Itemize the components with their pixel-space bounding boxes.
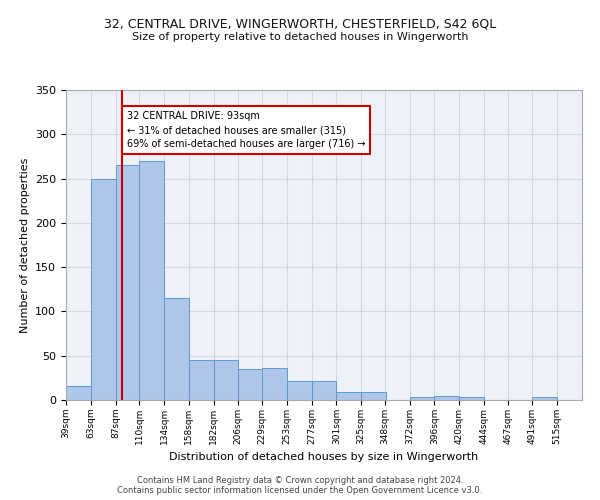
- Text: Size of property relative to detached houses in Wingerworth: Size of property relative to detached ho…: [132, 32, 468, 42]
- Bar: [116, 166, 140, 400]
- Bar: [238, 369, 263, 400]
- Bar: [287, 380, 311, 400]
- Bar: [214, 360, 238, 400]
- Text: Contains public sector information licensed under the Open Government Licence v3: Contains public sector information licen…: [118, 486, 482, 495]
- Text: 32, CENTRAL DRIVE, WINGERWORTH, CHESTERFIELD, S42 6QL: 32, CENTRAL DRIVE, WINGERWORTH, CHESTERF…: [104, 18, 496, 30]
- Bar: [262, 368, 287, 400]
- Bar: [410, 398, 434, 400]
- Bar: [91, 180, 116, 400]
- Bar: [164, 298, 189, 400]
- Bar: [311, 380, 337, 400]
- Bar: [337, 392, 361, 400]
- X-axis label: Distribution of detached houses by size in Wingerworth: Distribution of detached houses by size …: [169, 452, 479, 462]
- Bar: [361, 392, 386, 400]
- Bar: [139, 161, 164, 400]
- Bar: [189, 360, 214, 400]
- Bar: [434, 396, 459, 400]
- Bar: [532, 398, 557, 400]
- Bar: [66, 386, 91, 400]
- Text: Contains HM Land Registry data © Crown copyright and database right 2024.: Contains HM Land Registry data © Crown c…: [137, 476, 463, 485]
- Bar: [459, 398, 484, 400]
- Y-axis label: Number of detached properties: Number of detached properties: [20, 158, 29, 332]
- Text: 32 CENTRAL DRIVE: 93sqm
← 31% of detached houses are smaller (315)
69% of semi-d: 32 CENTRAL DRIVE: 93sqm ← 31% of detache…: [127, 112, 365, 150]
